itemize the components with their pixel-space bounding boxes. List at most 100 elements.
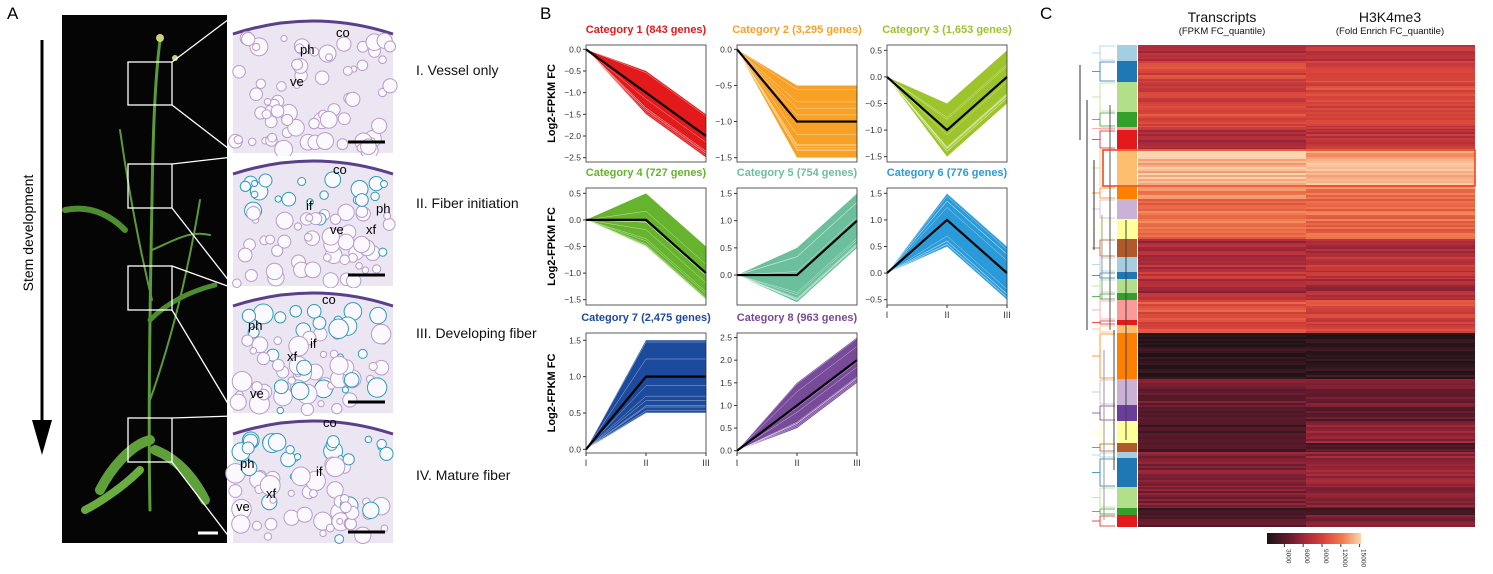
heatmap-cell-h3k4me3 [1306, 327, 1475, 329]
heatmap-cell-h3k4me3 [1306, 57, 1475, 59]
heatmap-cell-transcripts [1138, 489, 1306, 491]
y-tick-label: 1.0 [870, 215, 882, 225]
x-tick-label: I [886, 310, 889, 320]
heatmap-cell-h3k4me3 [1306, 401, 1475, 403]
stage-label-3: III. Developing fiber [416, 325, 537, 341]
heatmap-cell-h3k4me3 [1306, 175, 1475, 177]
heatmap-cell-transcripts [1138, 287, 1306, 289]
heatmap-cell-h3k4me3 [1306, 403, 1475, 405]
heatmap-cell-transcripts [1138, 293, 1306, 295]
panel-b-charts: Category 1 (843 genes)0.0−0.5−1.0−1.5−2.… [540, 0, 1040, 480]
heatmap-cell-transcripts [1138, 391, 1306, 393]
heatmap-cell-transcripts [1138, 435, 1306, 437]
heatmap-cell-transcripts [1138, 283, 1306, 285]
heatmap-cell-h3k4me3 [1306, 157, 1475, 159]
heatmap-cell-transcripts [1138, 351, 1306, 353]
heatmap-cell-transcripts [1138, 189, 1306, 191]
heatmap-cell-h3k4me3 [1306, 108, 1475, 110]
heatmap-cell-h3k4me3 [1306, 61, 1475, 63]
heatmap-cell-transcripts [1138, 253, 1306, 255]
heatmap-cell-transcripts [1138, 140, 1306, 142]
heatmap-cell-transcripts [1138, 431, 1306, 433]
dendrogram-branch [1092, 294, 1115, 299]
heatmap-cell-transcripts [1138, 468, 1306, 470]
heatmap-cell-h3k4me3 [1306, 443, 1475, 445]
heatmap-cell-h3k4me3 [1306, 363, 1475, 365]
heatmap-cell-h3k4me3 [1306, 199, 1475, 201]
heatmap-cell-transcripts [1138, 79, 1306, 81]
heatmap-cell-transcripts [1138, 329, 1306, 331]
heatmap-cell-transcripts [1138, 333, 1306, 335]
cluster-color-9 [1117, 199, 1137, 219]
heatmap-cell-transcripts [1138, 480, 1306, 482]
heatmap-cell-transcripts [1138, 515, 1306, 517]
heatmap-cell-h3k4me3 [1306, 88, 1475, 90]
heatmap-cell-transcripts [1138, 325, 1306, 327]
heatmap-cell-h3k4me3 [1306, 375, 1475, 377]
heatmap-cell-transcripts [1138, 249, 1306, 251]
heatmap-cell-transcripts [1138, 493, 1306, 495]
heatmap-cell-h3k4me3 [1306, 322, 1475, 324]
y-tick-label: 1.5 [720, 188, 732, 198]
heatmap-cell-transcripts [1138, 82, 1306, 84]
heatmap-cell-h3k4me3 [1306, 140, 1475, 142]
y-tick-label: 0.0 [870, 72, 882, 82]
heatmap-cell-transcripts [1138, 239, 1306, 241]
cluster-color-16 [1117, 300, 1137, 320]
heatmap-cell-h3k4me3 [1306, 116, 1475, 118]
heatmap-cell-transcripts [1138, 377, 1306, 379]
mean-line [586, 49, 706, 136]
y-tick-label: 0.0 [720, 270, 732, 280]
heatmap-cell-transcripts [1138, 181, 1306, 183]
heatmap-cell-h3k4me3 [1306, 69, 1475, 71]
heatmap-cell-transcripts [1138, 445, 1306, 447]
micrograph-label-ph: ph [240, 456, 254, 471]
heatmap-cell-transcripts [1138, 98, 1306, 100]
heatmap-cell-h3k4me3 [1306, 77, 1475, 79]
micrograph-1: cophve [229, 16, 397, 159]
heatmap-cell-transcripts [1138, 308, 1306, 310]
heatmap-cell-transcripts [1138, 201, 1306, 203]
mean-line [737, 360, 857, 451]
heatmap-cell-h3k4me3 [1306, 102, 1475, 104]
heatmap-cell-transcripts [1138, 460, 1306, 462]
series-envelope [887, 50, 1007, 156]
heatmap-cell-transcripts [1138, 425, 1306, 427]
heatmap-cell-h3k4me3 [1306, 468, 1475, 470]
heatmap-cell-h3k4me3 [1306, 464, 1475, 466]
heatmap-cell-transcripts [1138, 124, 1306, 126]
cluster-color-28 [1117, 515, 1137, 527]
heatmap-cell-transcripts [1138, 110, 1306, 112]
heatmap-cell-transcripts [1138, 482, 1306, 484]
y-tick-label: 1.0 [569, 372, 581, 382]
heatmap-cell-transcripts [1138, 207, 1306, 209]
heatmap-cell-transcripts [1138, 279, 1306, 281]
heatmap-cell-transcripts [1138, 267, 1306, 269]
heatmap-cell-transcripts [1138, 47, 1306, 49]
heatmap-cell-transcripts [1138, 487, 1306, 489]
heatmap-cell-h3k4me3 [1306, 383, 1475, 385]
heatmap-cell-h3k4me3 [1306, 291, 1475, 293]
heatmap-cell-h3k4me3 [1306, 501, 1475, 503]
heatmap-cell-h3k4me3 [1306, 114, 1475, 116]
heatmap-cell-h3k4me3 [1306, 353, 1475, 355]
heatmap-cell-transcripts [1138, 476, 1306, 478]
heatmap-cell-transcripts [1138, 161, 1306, 163]
heatmap-cell-transcripts [1138, 306, 1306, 308]
series-envelope [586, 340, 706, 449]
heatmap-cell-transcripts [1138, 454, 1306, 456]
micrograph-label-if: if [310, 336, 317, 351]
heatmap-cell-h3k4me3 [1306, 308, 1475, 310]
heatmap-cell-transcripts [1138, 191, 1306, 193]
y-tick-label: −0.5 [865, 295, 882, 305]
heatmap-cell-h3k4me3 [1306, 90, 1475, 92]
heatmap-cell-h3k4me3 [1306, 225, 1475, 227]
heatmap-cell-h3k4me3 [1306, 146, 1475, 148]
heatmap-cell-h3k4me3 [1306, 306, 1475, 308]
heatmap-cell-h3k4me3 [1306, 497, 1475, 499]
micrograph-label-ph: ph [300, 42, 314, 57]
heatmap-cell-h3k4me3 [1306, 213, 1475, 215]
heatmap-cell-transcripts [1138, 427, 1306, 429]
y-tick-label: −2.0 [564, 131, 581, 141]
heatmap-cell-h3k4me3 [1306, 316, 1475, 318]
